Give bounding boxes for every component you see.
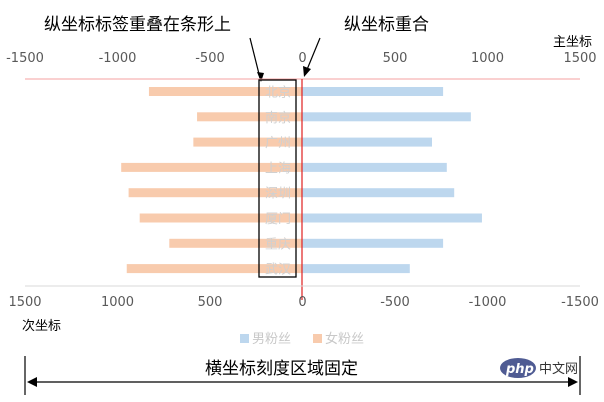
secondary-tick-label: 1500 (8, 295, 41, 310)
category-label: 北京 (265, 86, 291, 101)
label-overlap-box (258, 79, 297, 278)
category-label: 厦门 (265, 212, 291, 227)
legend-swatch-female (313, 334, 322, 343)
category-label: 南京 (265, 110, 291, 126)
watermark-site: 中文网 (539, 362, 578, 377)
bar-female (148, 87, 303, 96)
category-label: 广州 (265, 136, 291, 151)
region-arrowhead-right (568, 377, 578, 387)
primary-axis-name: 主坐标 (553, 35, 592, 50)
annotation-fixed-region: 横坐标刻度区域固定 (205, 359, 358, 379)
bar-female (126, 264, 303, 274)
annotation-arrow-right (305, 37, 321, 73)
bar-male (302, 112, 471, 122)
secondary-axis-name: 次坐标 (22, 318, 61, 334)
category-label: 武汉 (265, 263, 291, 278)
bar-male (302, 188, 455, 198)
bar-female (121, 162, 303, 172)
annotation-label-overlap: 纵坐标标签重叠在条形上 (44, 15, 231, 35)
bar-male (302, 87, 444, 96)
annotation-arrow-left (249, 37, 261, 79)
bar-male (302, 137, 432, 147)
legend: 男粉丝 女粉丝 (240, 331, 364, 347)
php-logo-icon (500, 358, 536, 378)
annotation-arrowhead-right (303, 66, 311, 77)
primary-tick-label: 0 (298, 51, 306, 66)
bar-female (128, 188, 303, 198)
bar-male (302, 213, 482, 223)
secondary-axis: 1500 1000 500 0 -500 -1000 -1500 (8, 295, 598, 310)
legend-swatch-male (240, 334, 249, 343)
bar-female (193, 137, 303, 147)
category-label: 深圳 (265, 187, 291, 202)
category-label: 上海 (265, 161, 291, 176)
legend-label-female: 女粉丝 (325, 331, 364, 347)
bars-group (121, 87, 482, 274)
watermark: php 中文网 (500, 358, 578, 378)
bar-female (197, 112, 303, 122)
bar-male (302, 264, 410, 274)
secondary-tick-label: -1000 (469, 295, 507, 310)
bar-female (169, 238, 303, 248)
annotation-axis-overlap: 纵坐标重合 (344, 15, 429, 35)
watermark-brand: php (505, 362, 534, 377)
legend-label-male: 男粉丝 (252, 332, 291, 347)
secondary-tick-label: -1500 (561, 295, 599, 310)
category-label: 重庆 (265, 236, 291, 252)
primary-axis: -1500 -1000 -500 0 500 1000 1500 (6, 51, 596, 66)
primary-tick-label: -1000 (99, 51, 137, 66)
secondary-tick-label: 500 (198, 295, 223, 310)
bar-female (139, 213, 303, 223)
primary-tick-label: -500 (195, 51, 225, 66)
primary-tick-label: 500 (383, 51, 408, 66)
annotation-arrowhead-left (257, 72, 264, 82)
secondary-tick-label: 0 (298, 295, 306, 310)
primary-tick-label: -1500 (6, 51, 44, 66)
bar-male (302, 162, 447, 172)
secondary-tick-label: 1000 (101, 295, 134, 310)
secondary-tick-label: -500 (380, 295, 410, 310)
bar-male (302, 238, 444, 248)
primary-tick-label: 1500 (563, 51, 596, 66)
primary-tick-label: 1000 (471, 51, 504, 66)
region-arrowhead-left (27, 377, 37, 387)
